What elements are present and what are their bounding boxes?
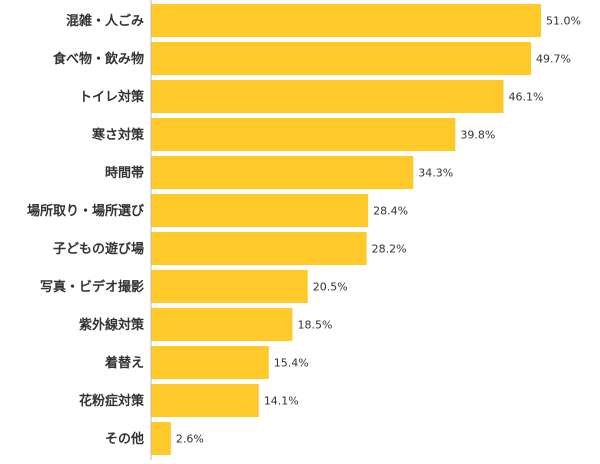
bar-3 xyxy=(151,118,456,151)
value-label-10: 14.1% xyxy=(264,395,299,408)
value-label-8: 18.5% xyxy=(297,319,332,332)
category-label-6: 子どもの遊び場 xyxy=(53,241,144,257)
category-label-0: 混雑・人ごみ xyxy=(66,13,144,29)
category-label-11: その他 xyxy=(105,431,144,447)
category-label-2: トイレ対策 xyxy=(79,89,145,105)
category-label-7: 写真・ビデオ撮影 xyxy=(40,279,144,295)
category-label-8: 紫外線対策 xyxy=(79,317,145,333)
category-labels-group: 混雑・人ごみ食べ物・飲み物トイレ対策寒さ対策時間帯場所取り・場所選び子どもの遊び… xyxy=(27,13,145,447)
value-label-7: 20.5% xyxy=(313,281,348,294)
category-label-10: 花粉症対策 xyxy=(79,393,145,409)
bar-11 xyxy=(151,422,171,455)
bar-6 xyxy=(151,232,367,265)
value-labels-group: 51.0% 49.7% 46.1% 39.8% 34.3% 28.4% 28.2% 20.5%… xyxy=(176,15,581,446)
value-label-1: 49.7% xyxy=(536,53,571,66)
category-label-5: 場所取り・場所選び xyxy=(27,203,145,219)
bar-4 xyxy=(151,156,414,189)
value-label-6: 28.2% xyxy=(372,243,407,256)
value-label-0: 51.0% xyxy=(546,15,581,28)
value-label-4: 34.3% xyxy=(418,167,453,180)
value-label-5: 28.4% xyxy=(373,205,408,218)
bar-5 xyxy=(151,194,369,227)
bar-8 xyxy=(151,308,293,341)
category-label-9: 着替え xyxy=(104,355,144,371)
value-label-3: 39.8% xyxy=(460,129,495,142)
category-label-4: 時間帯 xyxy=(105,165,144,181)
category-label-1: 食べ物・飲み物 xyxy=(53,51,144,67)
bar-10 xyxy=(151,384,259,417)
bar-9 xyxy=(151,346,269,379)
bars-group xyxy=(151,4,541,455)
bar-1 xyxy=(151,42,532,75)
value-label-11: 2.6% xyxy=(176,433,204,446)
bar-7 xyxy=(151,270,308,303)
category-label-3: 寒さ対策 xyxy=(91,127,145,143)
bar-2 xyxy=(151,80,504,113)
bar-0 xyxy=(151,4,541,37)
value-label-9: 15.4% xyxy=(274,357,309,370)
value-label-2: 46.1% xyxy=(509,91,544,104)
